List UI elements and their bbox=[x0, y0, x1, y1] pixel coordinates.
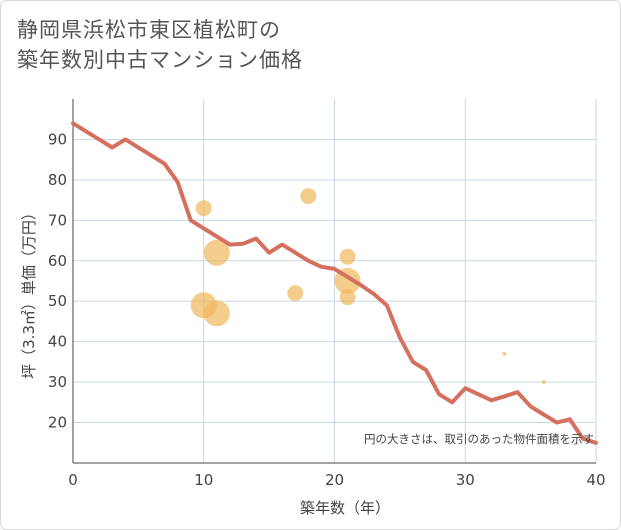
trend-line bbox=[71, 121, 598, 445]
bubble-point bbox=[203, 239, 230, 266]
grid-lines bbox=[72, 99, 597, 464]
bubble-point bbox=[300, 188, 317, 205]
bubble-point bbox=[195, 200, 212, 217]
chart-title: 静岡県浜松市東区植松町の 築年数別中古マンション価格 bbox=[17, 15, 303, 75]
bubble-point bbox=[339, 289, 356, 306]
y-tick-label: 70 bbox=[48, 211, 67, 229]
x-tick-label: 0 bbox=[68, 471, 78, 489]
y-axis-label: 坪（3.3㎡）単価（万円） bbox=[20, 205, 38, 379]
bubble-point bbox=[287, 285, 304, 302]
x-tick-label: 30 bbox=[456, 471, 475, 489]
y-tick-label: 40 bbox=[48, 333, 67, 351]
x-tick-label: 10 bbox=[194, 471, 213, 489]
title-line-1: 静岡県浜松市東区植松町の bbox=[17, 18, 281, 42]
x-ticks: 0 10 20 30 40 bbox=[68, 471, 605, 489]
y-tick-label: 30 bbox=[48, 373, 67, 391]
y-tick-label: 90 bbox=[48, 130, 67, 148]
x-axis-label: 築年数（年） bbox=[300, 499, 390, 517]
title-line-2: 築年数別中古マンション価格 bbox=[17, 48, 303, 72]
y-ticks: 20 30 40 50 60 70 80 90 bbox=[48, 130, 67, 431]
y-tick-label: 80 bbox=[48, 171, 67, 189]
x-tick-label: 20 bbox=[325, 471, 344, 489]
bubbles bbox=[190, 188, 546, 385]
bubble-point bbox=[203, 300, 230, 327]
y-tick-label: 50 bbox=[48, 292, 67, 310]
bubble-point bbox=[541, 380, 546, 385]
x-tick-label: 40 bbox=[586, 471, 605, 489]
y-tick-label: 60 bbox=[48, 252, 67, 270]
bubble-point bbox=[502, 351, 507, 356]
size-note: 円の大きさは、取引のあった物件面積を示す bbox=[364, 432, 594, 446]
bubble-point bbox=[339, 248, 356, 265]
y-tick-label: 20 bbox=[48, 414, 67, 432]
